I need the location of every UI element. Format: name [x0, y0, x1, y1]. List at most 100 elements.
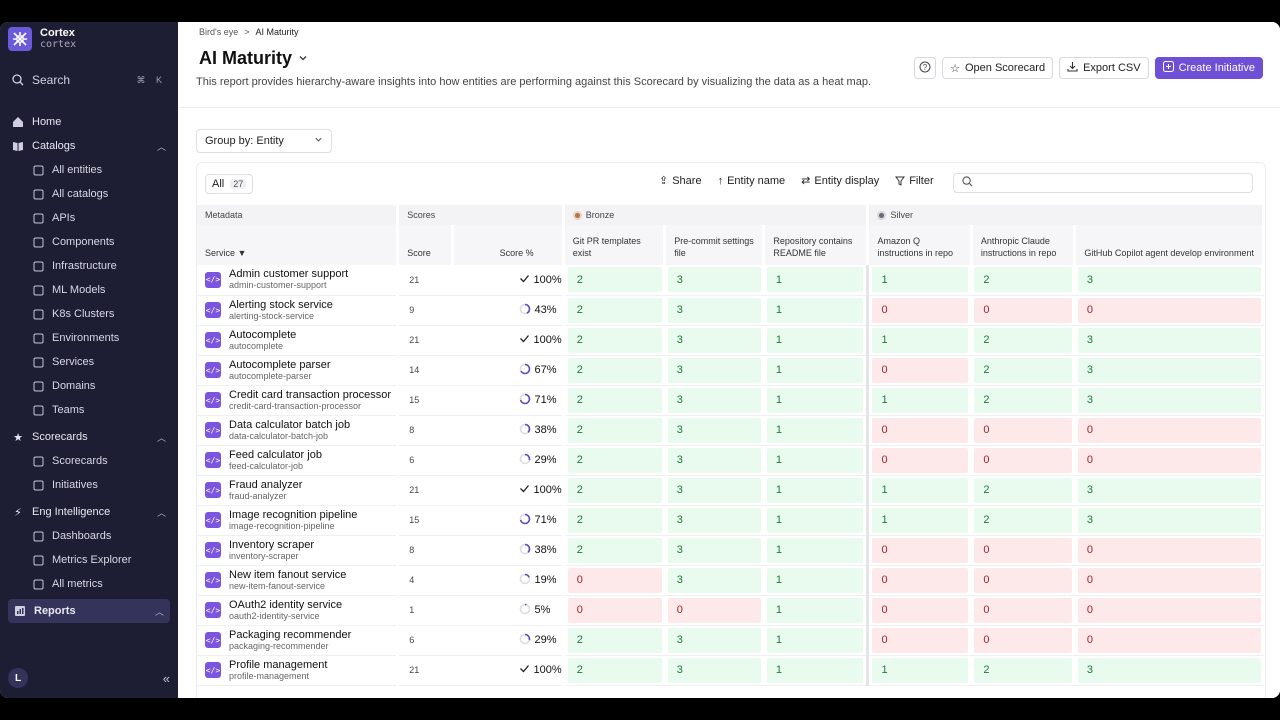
nav-scorecards[interactable]: ★ Scorecards ︿ — [0, 425, 178, 449]
rule-cell[interactable]: 1 — [763, 535, 870, 566]
rule-cell[interactable]: 0 — [1074, 535, 1264, 566]
rule-cell[interactable]: 0 — [867, 535, 972, 566]
sidebar-item-metrics-explorer[interactable]: Metrics Explorer — [0, 548, 178, 572]
help-button[interactable]: ? — [914, 57, 937, 79]
sidebar-item-ml-models[interactable]: ML Models — [0, 278, 178, 302]
sidebar-item-all-entities[interactable]: All entities — [0, 158, 178, 182]
rule-cell[interactable]: 2 — [563, 505, 665, 536]
rule-cell[interactable]: 1 — [867, 385, 972, 416]
rule-cell[interactable]: 1 — [867, 265, 972, 296]
service-cell[interactable]: </> Inventory scraper inventory-scraper — [197, 535, 400, 566]
rule-cell[interactable]: 3 — [664, 625, 764, 656]
table-row[interactable]: </> Autocomplete autocomplete 21 100% 2 3 1 1 2 3 — [197, 325, 1264, 356]
table-row[interactable]: </> Feed calculator job feed-calculator-jo… — [197, 445, 1264, 476]
rule-cell[interactable]: 2 — [563, 265, 665, 296]
filter-button[interactable]: Filter — [895, 175, 934, 187]
chevron-up-icon[interactable]: ︿ — [156, 507, 166, 518]
rule-cell[interactable]: 3 — [664, 265, 764, 296]
rule-cell[interactable]: 3 — [1074, 655, 1264, 686]
service-cell[interactable]: </> OAuth2 identity service oauth2-identit… — [197, 595, 400, 626]
service-cell[interactable]: </> Fraud analyzer fraud-analyzer — [197, 475, 400, 506]
rule-cell[interactable]: 1 — [763, 415, 870, 446]
share-button[interactable]: ⇪ Share — [659, 174, 702, 188]
rule-cell[interactable]: 0 — [971, 295, 1075, 326]
rule-cell[interactable]: 2 — [971, 655, 1075, 686]
sidebar-item-scorecards[interactable]: Scorecards — [0, 449, 178, 473]
rule-cell[interactable]: 0 — [867, 295, 972, 326]
rule-cell[interactable]: 0 — [867, 415, 972, 446]
rule-cell[interactable]: 3 — [664, 295, 764, 326]
table-row[interactable]: </> Inventory scraper inventory-scraper 8 38… — [197, 535, 1264, 566]
rule-cell[interactable]: 1 — [867, 325, 972, 356]
rule-cell[interactable]: 2 — [971, 505, 1075, 536]
rule-cell[interactable]: 2 — [971, 385, 1075, 416]
rule-cell[interactable]: 0 — [971, 625, 1075, 656]
service-cell[interactable]: </> Packaging recommender packaging-recomm… — [197, 625, 400, 656]
chevron-up-icon[interactable]: ︿ — [156, 432, 166, 443]
rule-cell[interactable]: 1 — [763, 445, 870, 476]
rule-cell[interactable]: 3 — [664, 505, 764, 536]
rule-cell[interactable]: 0 — [867, 445, 972, 476]
column-score[interactable]: Score — [397, 225, 455, 265]
rule-cell[interactable]: 3 — [1074, 265, 1264, 296]
sidebar-item-domains[interactable]: Domains — [0, 374, 178, 398]
rule-cell[interactable]: 2 — [563, 445, 665, 476]
workspace-switcher[interactable]: Cortex cortex — [0, 22, 178, 56]
rule-cell[interactable]: 3 — [664, 445, 764, 476]
rule-cell[interactable]: 1 — [763, 325, 870, 356]
service-cell[interactable]: </> Autocomplete parser autocomplete-parse… — [197, 355, 400, 386]
table-row[interactable]: </> Profile management profile-management 2… — [197, 655, 1264, 686]
rule-cell[interactable]: 2 — [971, 265, 1075, 296]
sidebar-item-k8s-clusters[interactable]: K8s Clusters — [0, 302, 178, 326]
rule-cell[interactable]: 1 — [763, 565, 870, 596]
all-filter-chip[interactable]: All 27 — [205, 174, 254, 194]
rule-cell[interactable]: 1 — [763, 385, 870, 416]
rule-cell[interactable]: 2 — [563, 325, 665, 356]
table-row[interactable]: </> OAuth2 identity service oauth2-identit… — [197, 595, 1264, 626]
table-row[interactable]: </> Admin customer support admin-customer-… — [197, 265, 1264, 296]
rule-cell[interactable]: 2 — [971, 325, 1075, 356]
nav-catalogs[interactable]: Catalogs ︿ — [0, 134, 178, 158]
service-cell[interactable]: </> Image recognition pipeline image-recog… — [197, 505, 400, 536]
rule-cell[interactable]: 0 — [1074, 565, 1264, 596]
rule-cell[interactable]: 2 — [563, 295, 665, 326]
entity-display-button[interactable]: ⇄ Entity display — [801, 174, 879, 188]
rule-cell[interactable]: 3 — [1074, 505, 1264, 536]
table-row[interactable]: </> Fraud analyzer fraud-analyzer 21 100% 2 3 1… — [197, 475, 1264, 506]
rule-cell[interactable]: 0 — [867, 595, 972, 626]
service-cell[interactable]: </> Feed calculator job feed-calculator-jo… — [197, 445, 400, 476]
rule-cell[interactable]: 0 — [971, 535, 1075, 566]
rule-cell[interactable]: 0 — [563, 595, 665, 626]
rule-cell[interactable]: 1 — [763, 505, 870, 536]
breadcrumb-parent[interactable]: Bird's eye — [199, 27, 239, 37]
column-rule[interactable]: GitHub Copilot agent develop environment — [1074, 225, 1265, 265]
service-cell[interactable]: </> Admin customer support admin-customer-… — [197, 265, 400, 296]
rule-cell[interactable]: 2 — [563, 535, 665, 566]
chevron-up-icon[interactable]: ︿ — [154, 606, 164, 617]
table-row[interactable]: </> Data calculator batch job data-calcula… — [197, 415, 1264, 446]
rule-cell[interactable]: 3 — [664, 535, 764, 566]
rule-cell[interactable]: 2 — [971, 475, 1075, 506]
chevron-up-icon[interactable]: ︿ — [156, 141, 166, 152]
rule-cell[interactable]: 2 — [563, 655, 665, 686]
rule-cell[interactable]: 2 — [563, 385, 665, 416]
rule-cell[interactable]: 1 — [867, 655, 972, 686]
sidebar-item-apis[interactable]: APIs — [0, 206, 178, 230]
sidebar-item-components[interactable]: Components — [0, 230, 178, 254]
column-rule[interactable]: Git PR templates exist — [563, 225, 667, 265]
sidebar-item-infrastructure[interactable]: Infrastructure — [0, 254, 178, 278]
rule-cell[interactable]: 1 — [763, 295, 870, 326]
rule-cell[interactable]: 1 — [763, 265, 870, 296]
rule-cell[interactable]: 0 — [563, 565, 665, 596]
table-row[interactable]: </> Credit card transaction processor cred… — [197, 385, 1264, 416]
rule-cell[interactable]: 1 — [763, 355, 870, 386]
column-score-pct[interactable]: Score % — [452, 225, 565, 265]
rule-cell[interactable]: 3 — [1074, 325, 1264, 356]
table-row[interactable]: </> Autocomplete parser autocomplete-parse… — [197, 355, 1264, 386]
group-by-select[interactable]: Group by: Entity — [196, 129, 332, 153]
nav-home[interactable]: Home — [0, 110, 178, 134]
service-cell[interactable]: </> Credit card transaction processor cred… — [197, 385, 400, 416]
rule-cell[interactable]: 2 — [563, 475, 665, 506]
column-rule[interactable]: Pre-commit settings file — [664, 225, 766, 265]
rule-cell[interactable]: 3 — [664, 385, 764, 416]
